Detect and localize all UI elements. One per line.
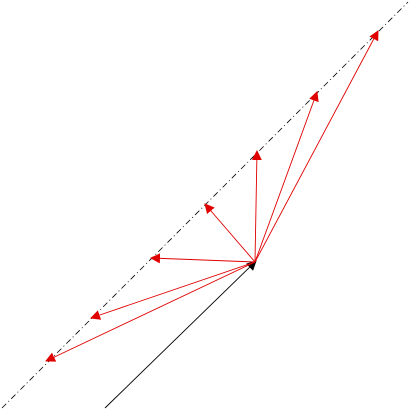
arrow: [254, 91, 319, 263]
projection-vectors: [45, 30, 379, 362]
base-vector: [104, 260, 257, 409]
arrow: [204, 203, 256, 263]
arrow: [150, 253, 256, 264]
arrow: [251, 150, 262, 263]
arrow: [90, 261, 256, 320]
arrow: [254, 30, 379, 263]
arrow: [45, 261, 256, 362]
